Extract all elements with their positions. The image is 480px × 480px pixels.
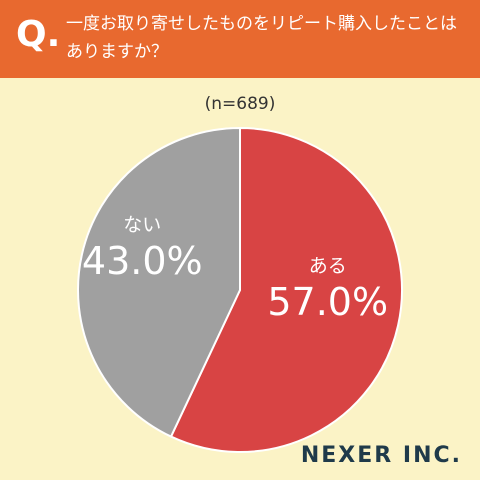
slice-category-label: ない xyxy=(123,214,161,236)
pie-slice xyxy=(77,126,241,438)
pie-slice xyxy=(169,126,403,453)
question-label: Q. xyxy=(16,14,61,55)
slice-category-label: ある xyxy=(309,255,347,277)
header: Q. 一度お取り寄せしたものをリピート購入したことはありますか？ xyxy=(0,0,480,78)
slice-value-label: 43.0% xyxy=(82,239,203,283)
brand-logo: NEXER INC. xyxy=(301,443,462,468)
chart-subtitle: (n=689) xyxy=(205,94,276,114)
chart-title: 一度お取り寄せしたものをリピート購入したことはありますか？ xyxy=(66,14,457,62)
slice-value-label: 57.0% xyxy=(267,280,388,324)
